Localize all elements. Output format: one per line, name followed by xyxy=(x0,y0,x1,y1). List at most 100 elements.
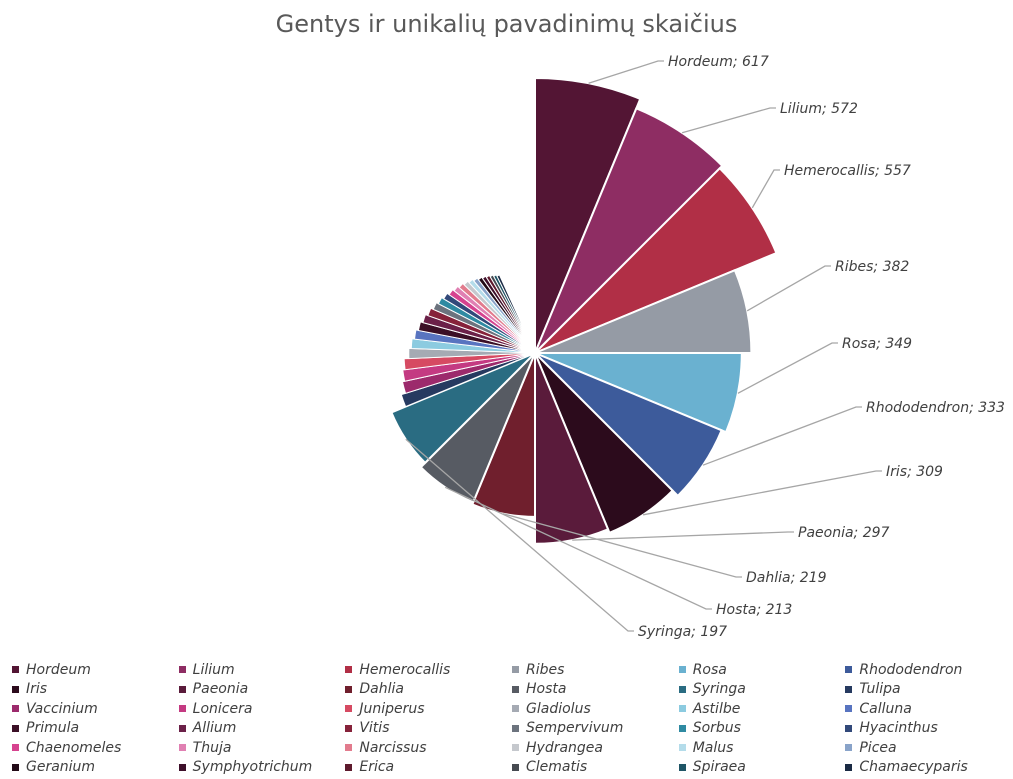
legend-swatch xyxy=(678,744,686,752)
legend-item-spiraea: Spiraea xyxy=(678,759,846,775)
legend-label: Dahlia xyxy=(359,681,404,698)
legend-item-sempervivum: Sempervivum xyxy=(512,720,679,736)
legend-swatch xyxy=(512,685,520,693)
legend-item-narcissus: Narcissus xyxy=(345,740,512,756)
slice-hemerocallis xyxy=(534,166,778,354)
legend-swatch xyxy=(845,666,853,674)
data-label-rhododendron: Rhododendron; 333 xyxy=(866,400,1005,416)
legend-swatch xyxy=(345,724,353,732)
leader-line-lilium xyxy=(681,107,776,134)
data-label-hosta: Hosta; 213 xyxy=(716,602,792,618)
slice-clematis xyxy=(489,274,536,354)
leader-line-syringa xyxy=(405,438,634,632)
legend-row: Geranium Symphyotrichum Erica Clematis Spira… xyxy=(12,758,1012,778)
legend-swatch xyxy=(678,724,686,732)
legend-item-juniperus: Juniperus xyxy=(345,701,512,717)
legend-swatch xyxy=(12,763,19,771)
pie-chart: Hordeum; 617 Lilium; 572 Hemerocallis; 557… xyxy=(390,54,1005,640)
legend-item-paeonia: Paeonia xyxy=(178,681,346,698)
legend-row: Chaenomeles Thuja Narcissus Hydrangea Malus P… xyxy=(12,738,1012,758)
legend-swatch xyxy=(178,763,186,771)
legend-swatch xyxy=(512,763,520,771)
legend-label: Astilbe xyxy=(692,700,741,717)
legend-row: Hordeum Lilium Hemerocallis Ribes Rosa Rhodod… xyxy=(12,660,1012,680)
slice-hydrangea xyxy=(463,280,536,354)
legend-swatch xyxy=(345,744,353,752)
legend-swatch xyxy=(178,744,186,752)
legend-label: Syringa xyxy=(692,681,746,698)
legend-label: Hydrangea xyxy=(526,739,604,756)
legend-label: Juniperus xyxy=(359,700,425,717)
leader-line-hemerocallis xyxy=(751,169,780,209)
legend-label: Paeonia xyxy=(192,681,249,698)
legend-swatch xyxy=(178,705,186,713)
pie-slices xyxy=(390,76,778,545)
legend-item-erica: Erica xyxy=(345,759,512,775)
legend-swatch xyxy=(345,666,353,674)
legend-label: Primula xyxy=(26,720,80,737)
legend-swatch xyxy=(12,744,19,752)
legend-swatch xyxy=(512,724,520,732)
legend-item-sorbus: Sorbus xyxy=(678,720,846,736)
legend-label: Calluna xyxy=(859,700,912,717)
legend-swatch xyxy=(845,744,853,752)
legend-label: Erica xyxy=(359,759,395,776)
data-label-rosa: Rosa; 349 xyxy=(842,336,912,352)
slice-chamaecyparis xyxy=(496,274,536,354)
legend-swatch xyxy=(845,724,853,732)
legend-swatch xyxy=(845,705,853,713)
slice-erica xyxy=(485,274,536,354)
legend-row: Primula Allium Vitis Sempervivum Sorbus Hyaci… xyxy=(12,719,1012,739)
legend-swatch xyxy=(12,685,19,693)
legend-label: Rhododendron xyxy=(859,661,963,678)
legend-label: Sempervivum xyxy=(526,720,624,737)
legend-item-hosta: Hosta xyxy=(512,681,679,697)
legend-swatch xyxy=(512,705,520,713)
data-label-paeonia: Paeonia; 297 xyxy=(798,525,890,541)
slice-tulipa xyxy=(400,352,536,408)
leader-line-rhododendron xyxy=(702,406,862,466)
legend-item-vaccinium: Vaccinium xyxy=(12,701,179,717)
legend-item-hemerocallis: Hemerocallis xyxy=(345,662,512,678)
legend-label: Allium xyxy=(192,720,237,737)
legend-item-ribes: Ribes xyxy=(512,662,679,678)
legend-swatch xyxy=(678,705,686,713)
legend-item-symphyotrichum: Symphyotrichum xyxy=(178,759,346,775)
legend-swatch xyxy=(845,685,853,693)
leader-line-paeonia xyxy=(572,531,794,541)
legend-swatch xyxy=(678,685,686,693)
legend-swatch xyxy=(345,705,353,713)
legend-swatch xyxy=(178,666,186,674)
legend-label: Hosta xyxy=(526,681,567,698)
slice-malus xyxy=(468,278,536,354)
legend-item-malus: Malus xyxy=(678,740,846,756)
legend-item-hyacinthus: Hyacinthus xyxy=(845,720,1012,736)
legend-item-thuja: Thuja xyxy=(178,739,346,756)
legend-item-rhododendron: Rhododendron xyxy=(845,662,1012,678)
slice-vaccinium xyxy=(401,352,536,394)
legend-item-gladiolus: Gladiolus xyxy=(512,701,679,717)
legend-item-dahlia: Dahlia xyxy=(345,681,512,697)
legend-label: Iris xyxy=(26,681,48,698)
legend-item-lilium: Lilium xyxy=(178,661,346,678)
legend-swatch xyxy=(12,666,19,674)
legend-label: Chamaecyparis xyxy=(859,759,968,776)
slice-gladiolus xyxy=(408,347,536,360)
legend-item-hordeum: Hordeum xyxy=(12,662,179,678)
slice-chaenomeles xyxy=(448,288,536,354)
legend-label: Vitis xyxy=(359,720,390,737)
legend-label: Thuja xyxy=(192,739,232,756)
data-label-syringa: Syringa; 197 xyxy=(638,624,727,640)
legend-swatch xyxy=(345,685,353,693)
legend-item-chamaecyparis: Chamaecyparis xyxy=(845,759,1012,775)
slice-ribes xyxy=(534,268,753,354)
legend-item-rosa: Rosa xyxy=(678,662,846,678)
legend-item-syringa: Syringa xyxy=(678,681,846,698)
leader-line-dahlia xyxy=(502,513,742,578)
slice-juniperus xyxy=(403,352,536,371)
data-label-hordeum: Hordeum; 617 xyxy=(668,54,769,70)
slice-lilium xyxy=(534,107,724,354)
legend-item-iris: Iris xyxy=(12,681,179,697)
legend-label: Hordeum xyxy=(26,661,91,678)
legend-label: Lilium xyxy=(192,661,235,678)
